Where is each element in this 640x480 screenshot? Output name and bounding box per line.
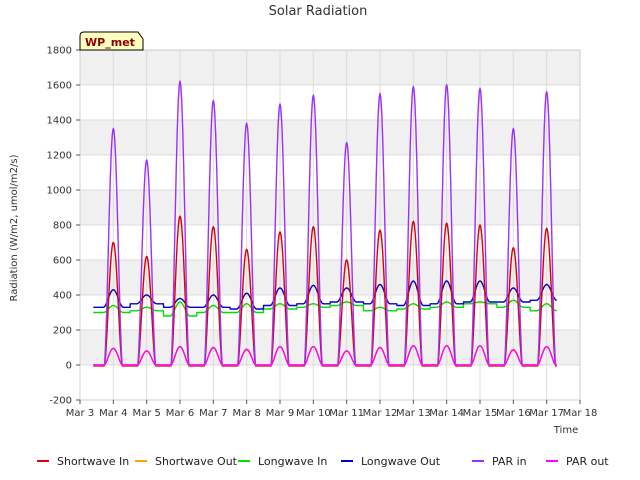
x-tick-label: Mar 6 [166, 408, 194, 419]
legend-label: Longwave Out [361, 455, 441, 468]
x-tick-label: Mar 12 [363, 408, 398, 419]
x-tick-label: Mar 7 [199, 408, 227, 419]
y-tick-label: 400 [53, 291, 72, 302]
legend-label: Shortwave In [57, 455, 129, 468]
series-line-par-out [93, 345, 557, 366]
station-badge: WP_met [79, 31, 144, 51]
x-tick-label: Mar 4 [99, 408, 127, 419]
series-lines [93, 79, 557, 367]
x-tick-label: Mar 17 [529, 408, 564, 419]
y-tick-label: 600 [53, 256, 72, 267]
x-axis-label: Time [553, 425, 578, 436]
background-band [80, 330, 580, 365]
x-tick-label: Mar 5 [132, 408, 160, 419]
background-band [80, 190, 580, 225]
y-axis-ticks: -200 0 200 400 600 800 1000 1200 1400 1600 1800 [47, 46, 80, 407]
background-band [80, 120, 580, 155]
series-line-shortwave-in [93, 215, 557, 367]
x-tick-label: Mar 18 [563, 408, 598, 419]
x-tick-label: Mar 11 [329, 408, 364, 419]
y-tick-label: 1200 [47, 151, 72, 162]
background-band [80, 50, 580, 85]
y-tick-label: 1400 [47, 116, 72, 127]
y-tick-label: -200 [49, 396, 72, 407]
y-tick-label: 0 [66, 361, 72, 372]
y-tick-label: 1800 [47, 46, 72, 57]
legend-label: Longwave In [258, 455, 327, 468]
x-tick-label: Mar 15 [463, 408, 498, 419]
legend-label: PAR in [492, 455, 527, 468]
y-axis-label: Radiation (W/m2, umol/m2/s) [9, 154, 20, 301]
x-tick-label: Mar 3 [66, 408, 94, 419]
x-tick-label: Mar 8 [232, 408, 260, 419]
x-tick-label: Mar 13 [396, 408, 431, 419]
y-tick-label: 1600 [47, 81, 72, 92]
x-tick-label: Mar 14 [429, 408, 464, 419]
legend-label: Shortwave Out [155, 455, 238, 468]
y-tick-label: 800 [53, 221, 72, 232]
series-line-longwave-out [93, 280, 557, 310]
legend: Shortwave In Shortwave Out Longwave In Long… [37, 455, 609, 468]
station-label: WP_met [85, 36, 135, 49]
x-tick-label: Mar 9 [266, 408, 294, 419]
x-tick-label: Mar 16 [496, 408, 531, 419]
series-line-longwave-in [93, 299, 557, 317]
background-band [80, 260, 580, 295]
x-tick-label: Mar 10 [296, 408, 331, 419]
legend-label: PAR out [566, 455, 609, 468]
chart-title: Solar Radiation [269, 4, 368, 19]
y-tick-label: 200 [53, 326, 72, 337]
y-tick-label: 1000 [47, 186, 72, 197]
x-axis-ticks: Mar 3 Mar 4 Mar 5 Mar 6 Mar 7 Mar 8 Mar 9 Mar 1… [66, 400, 598, 419]
